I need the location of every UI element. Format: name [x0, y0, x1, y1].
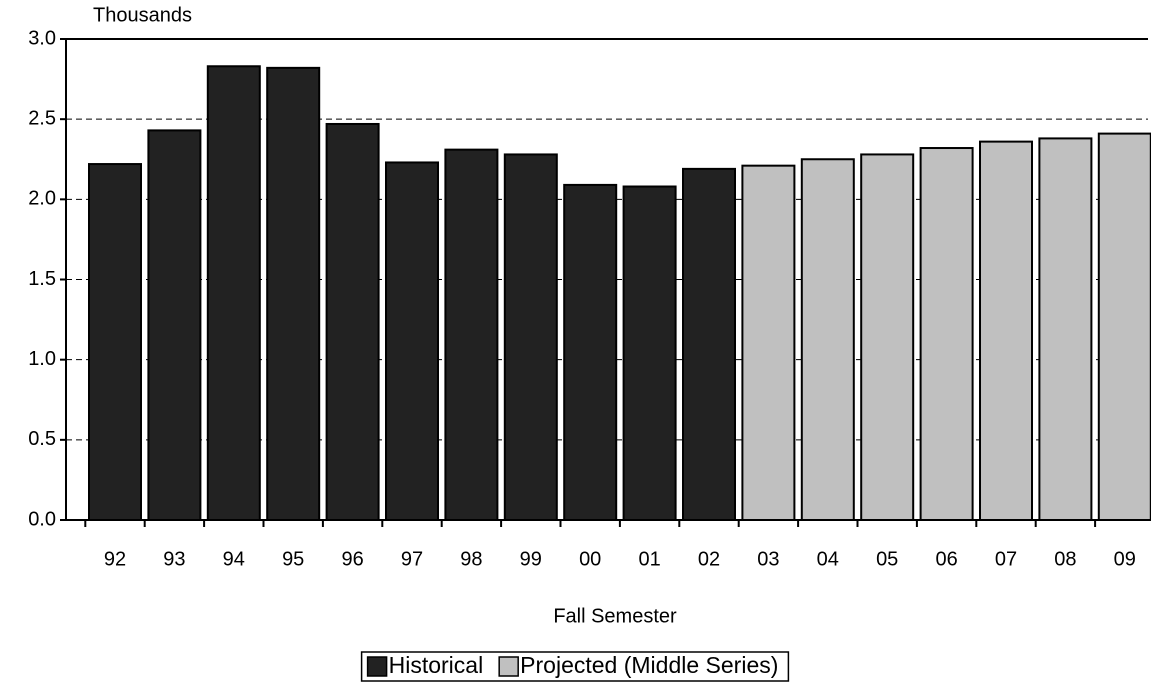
legend: Historical Projected (Middle Series) — [360, 651, 790, 682]
bar — [563, 183, 618, 522]
x-tick-label: 04 — [817, 548, 839, 570]
x-tick-label: 08 — [1054, 548, 1076, 570]
bar — [622, 185, 677, 522]
bar — [979, 140, 1033, 521]
bar — [147, 129, 202, 521]
bar — [444, 148, 499, 521]
bar — [741, 164, 796, 521]
y-tick-label: 0.0 — [28, 508, 56, 530]
legend-swatch — [498, 656, 519, 677]
y-tick-label: 1.0 — [28, 348, 56, 370]
x-tick-label: 94 — [223, 548, 245, 570]
legend-label: Projected (Middle Series) — [520, 652, 778, 678]
legend-box — [360, 651, 790, 682]
x-tick-label: 93 — [163, 548, 185, 570]
bar — [266, 66, 321, 522]
x-tick-label: 96 — [341, 548, 363, 570]
legend-swatch — [366, 656, 388, 677]
y-tick-label: 2.5 — [28, 107, 56, 129]
x-tick-label: 92 — [104, 548, 126, 570]
bar — [1038, 137, 1093, 521]
bar — [325, 122, 380, 522]
x-tick-label: 99 — [520, 548, 542, 570]
x-tick-label: 97 — [401, 548, 423, 570]
bar — [919, 147, 974, 521]
y-axis-title: Thousands — [93, 4, 192, 26]
x-tick-label: 07 — [995, 548, 1017, 570]
x-tick-label: 02 — [698, 548, 720, 570]
x-tick-label: 01 — [638, 548, 660, 570]
y-tick-label: 0.5 — [28, 428, 56, 450]
x-tick-label: 03 — [757, 548, 779, 570]
x-tick-label: 05 — [876, 548, 898, 570]
bar — [860, 153, 915, 521]
bar — [88, 163, 142, 521]
x-tick-label: 98 — [460, 548, 482, 570]
bar — [385, 161, 439, 521]
bar — [503, 153, 558, 521]
x-tick-label: 95 — [282, 548, 304, 570]
y-tick-label: 3.0 — [28, 27, 56, 49]
y-tick-label: 1.5 — [28, 268, 56, 290]
x-tick-label: 00 — [579, 548, 601, 570]
bar — [800, 158, 855, 521]
legend-label: Historical — [389, 652, 484, 678]
bar — [206, 65, 261, 522]
x-tick-label: 09 — [1114, 548, 1136, 570]
bar — [682, 167, 736, 521]
x-axis-title: Fall Semester — [553, 605, 677, 627]
x-tick-label: 06 — [935, 548, 957, 570]
bar — [1097, 132, 1151, 521]
y-tick-label: 2.0 — [28, 188, 56, 210]
